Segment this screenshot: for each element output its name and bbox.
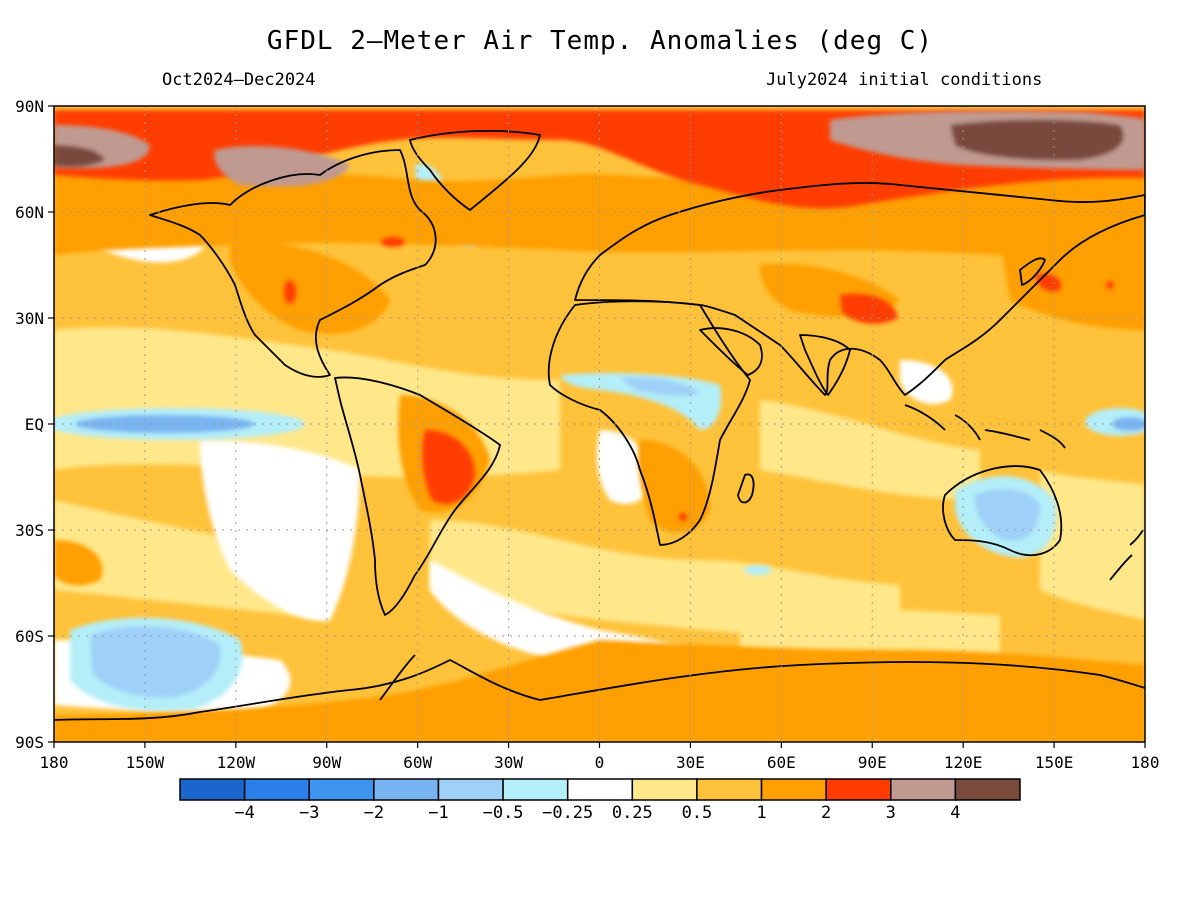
lon-label: 120E (944, 753, 983, 772)
colorbar-label: −1 (428, 803, 448, 823)
axis-ticks (48, 105, 1146, 748)
colorbar-label: −0.25 (542, 803, 593, 823)
colorbar-label: 0.5 (682, 803, 713, 823)
initial-conditions-label: July2024 initial conditions (766, 70, 1043, 90)
lon-label: 90W (312, 753, 341, 772)
colorbar-label: −3 (299, 803, 319, 823)
lat-label: 90S (15, 733, 44, 752)
colorbar-labels: −4 −3 −2 −1 −0.5 −0.25 0.25 0.5 1 2 3 4 (234, 803, 960, 823)
colorbar-label: 1 (756, 803, 766, 823)
lon-label: 0 (595, 753, 605, 772)
lon-label: 180 (40, 753, 69, 772)
lon-label: 60E (767, 753, 796, 772)
lat-label: 90N (15, 97, 44, 116)
colorbar-swatch (631, 778, 698, 801)
colorbar-swatch (243, 778, 310, 801)
lon-label: 180 (1131, 753, 1160, 772)
lat-label: 30S (15, 521, 44, 540)
colorbar (179, 778, 1021, 801)
lon-label: 150W (126, 753, 165, 772)
colorbar-swatch (308, 778, 375, 801)
colorbar-label: −4 (234, 803, 254, 823)
colorbar-swatch (825, 778, 892, 801)
lon-label: 30W (494, 753, 523, 772)
colorbar-swatch (437, 778, 504, 801)
lon-label: 150E (1035, 753, 1074, 772)
coastlines (54, 129, 1145, 721)
colorbar-label: −2 (364, 803, 384, 823)
longitude-labels: 180 150W 120W 90W 60W 30W 0 30E 60E 90E 120E 150E 18… (40, 753, 1160, 772)
graticule (54, 106, 1145, 742)
colorbar-label: 2 (821, 803, 831, 823)
colorbar-swatch (502, 778, 569, 801)
lon-label: 120W (217, 753, 256, 772)
colorbar-label: 4 (950, 803, 960, 823)
lat-label: 60S (15, 627, 44, 646)
forecast-period: Oct2024—Dec2024 (162, 70, 316, 90)
latitude-labels: 90N 60N 30N EQ 30S 60S 90S (15, 97, 44, 752)
lat-label: 60N (15, 203, 44, 222)
colorbar-swatch (566, 778, 634, 801)
colorbar-swatch (373, 778, 440, 801)
colorbar-swatch (954, 778, 1021, 801)
colorbar-swatch (179, 778, 246, 801)
colorbar-label: −0.5 (483, 803, 524, 823)
colorbar-label: 3 (886, 803, 896, 823)
colorbar-swatch (760, 778, 827, 801)
colorbar-label: 0.25 (612, 803, 653, 823)
lon-label: 60W (403, 753, 432, 772)
lon-label: 30E (676, 753, 705, 772)
colorbar-swatch (890, 778, 957, 801)
lat-label: 30N (15, 309, 44, 328)
lat-label: EQ (25, 415, 44, 434)
map-title: GFDL 2—Meter Air Temp. Anomalies (deg C) (266, 26, 934, 56)
colorbar-swatch (696, 778, 763, 801)
lon-label: 90E (858, 753, 887, 772)
